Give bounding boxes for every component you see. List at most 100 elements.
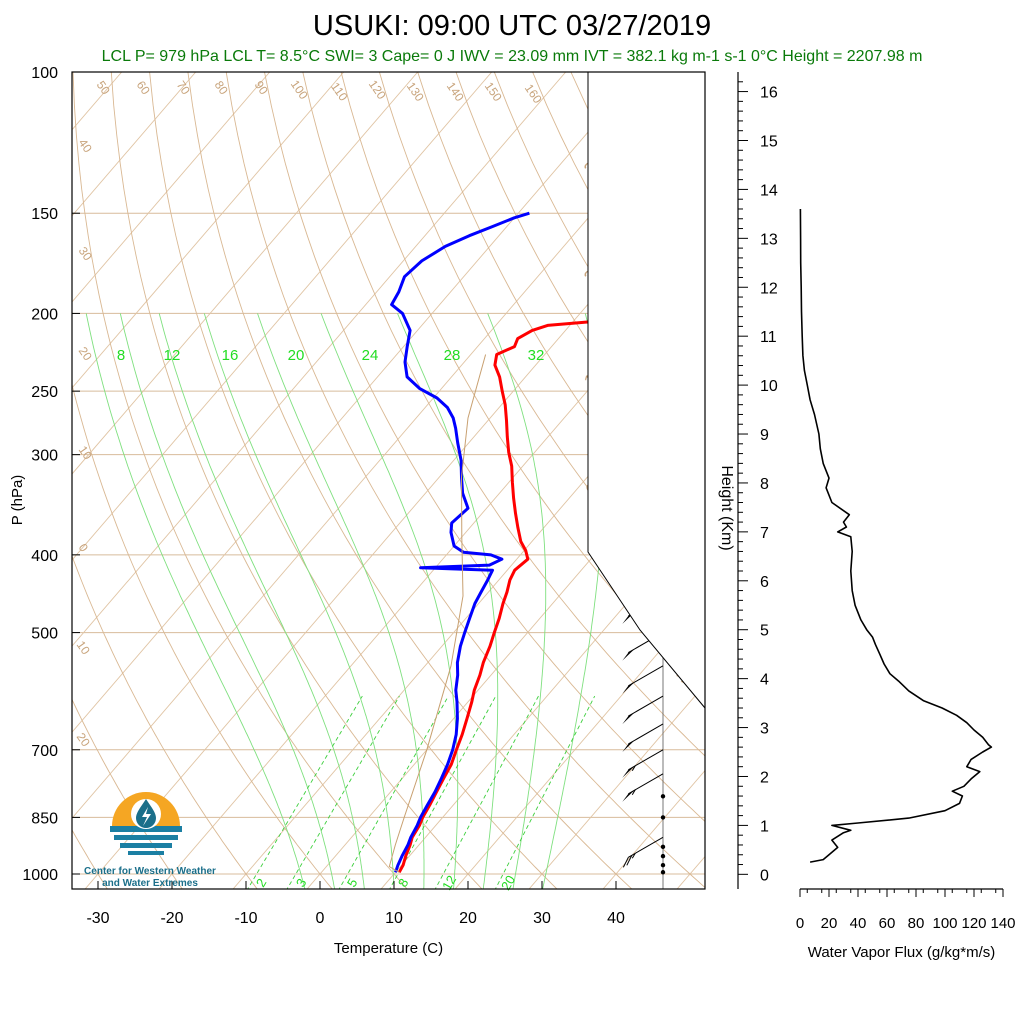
- dry-adiabat-line: [72, 554, 258, 889]
- logo-text-line2: and Water Extremes: [102, 878, 198, 889]
- dry-adiabat-line: [72, 72, 408, 889]
- y-tick-label: 500: [31, 626, 58, 643]
- moist-adiabat-line: [203, 313, 395, 889]
- height-tick-label: 11: [760, 329, 777, 346]
- isotherm-line: [72, 72, 419, 475]
- flux-x-axis-label: Water Vapor Flux (g/kg*m/s): [808, 944, 996, 961]
- dry-adiabat-line: [417, 72, 705, 564]
- flux-x-tick-label: 100: [932, 915, 957, 932]
- logo-text-line1: Center for Western Weather: [84, 866, 216, 877]
- flux-x-tick-label: 40: [850, 915, 867, 932]
- wind-barb: [622, 836, 664, 868]
- x-tick-label: 0: [316, 910, 325, 927]
- x-tick-label: -10: [234, 910, 257, 927]
- y-tick-label: 150: [31, 206, 58, 223]
- flux-x-tick-label: 120: [961, 915, 986, 932]
- isotherm-line: [72, 72, 493, 561]
- dry-adiabat-line: [302, 72, 705, 757]
- height-tick-label: 1: [760, 818, 769, 835]
- isotherm-line: [72, 72, 345, 389]
- height-axis-label: Height (Km): [718, 465, 735, 550]
- isotherm-line: [749, 72, 1024, 891]
- barb-shaft: [628, 836, 664, 858]
- isotherm-label: 100: [288, 77, 311, 102]
- moist-adiabat-line: [85, 313, 306, 889]
- calm-wind-dot: [660, 794, 666, 799]
- height-tick-label: 9: [760, 427, 769, 444]
- dewpoint-line: [390, 211, 530, 873]
- barb-pennant: [622, 740, 635, 752]
- y-tick-label: 200: [31, 306, 58, 323]
- wind-barb: [622, 749, 664, 778]
- moist-adiabat-line: [320, 313, 459, 889]
- dry-adiabat-line: [149, 72, 558, 889]
- isotherm-label: 20: [76, 344, 95, 363]
- barb-half-flag: [631, 789, 636, 796]
- isotherm-label: 120: [366, 77, 389, 102]
- y-tick-label: 700: [31, 743, 58, 760]
- dry-adiabat-line: [72, 698, 183, 889]
- barb-pennant: [622, 612, 635, 624]
- height-tick-label: 10: [760, 378, 778, 395]
- isotherm-line: [72, 72, 197, 217]
- moist-adiabat-label: 32: [528, 347, 545, 364]
- height-tick-label: 7: [760, 525, 769, 542]
- skewt-grid: [72, 72, 1024, 891]
- skewt-axes: -30 -20 -10 0 10 20 30 401001502002503004005007…: [9, 65, 706, 957]
- isotherm-label: 150: [482, 79, 505, 104]
- moist-adiabat-label: 24: [362, 347, 379, 364]
- height-tick-label: 16: [760, 85, 778, 102]
- moist-adiabat-label: 8: [117, 347, 125, 364]
- dry-adiabat-line: [455, 72, 705, 500]
- isotherm-label: 110: [328, 80, 351, 104]
- isotherm-line: [528, 683, 705, 889]
- mixing-ratio-line: [338, 695, 449, 889]
- chart-title: USUKI: 09:00 UTC 03/27/2019: [312, 10, 712, 42]
- dry-adiabat-line: [72, 382, 333, 889]
- isotherm-label: 90: [252, 78, 271, 97]
- y-tick-label: 1000: [22, 867, 58, 884]
- y-tick-label: 250: [31, 384, 58, 401]
- barb-column-boundary: [587, 72, 706, 709]
- barb-half-flag: [631, 853, 636, 859]
- height-tick-label: 12: [760, 280, 778, 297]
- isotherm-line: [72, 72, 567, 647]
- mixing-ratio-line: [247, 695, 363, 889]
- mixing-ratio-label: 3: [293, 876, 310, 890]
- moist-adiabat-line: [257, 313, 425, 889]
- isotherm-label: 10: [76, 443, 95, 462]
- flux-x-tick-label: 0: [796, 915, 804, 932]
- dry-adiabat-line: [378, 72, 705, 628]
- mixing-ratio-line: [494, 695, 596, 889]
- calm-wind-dot: [660, 853, 666, 859]
- barb-pennant: [622, 649, 635, 661]
- moist-adiabat-label: 12: [164, 347, 181, 364]
- moist-adiabat-label: 20: [288, 347, 305, 364]
- dry-adiabat-line: [225, 72, 705, 889]
- x-tick-label: 40: [607, 910, 625, 927]
- x-tick-label: 20: [459, 910, 477, 927]
- height-tick-label: 8: [760, 476, 769, 493]
- skewt-frame: [71, 71, 706, 890]
- y-tick-label: 400: [31, 548, 58, 565]
- flux-x-tick-label: 60: [879, 915, 896, 932]
- height-tick-label: 13: [760, 231, 778, 248]
- chart-subtitle: LCL P= 979 hPa LCL T= 8.5°C SWI= 3 Cape=…: [101, 48, 923, 65]
- y-tick-label: 850: [31, 810, 58, 827]
- barb-half-flag: [631, 765, 636, 772]
- wind-barb: [622, 773, 664, 802]
- moist-adiabat-line: [487, 313, 547, 889]
- calm-wind-dot: [660, 844, 666, 850]
- height-tick-label: 6: [760, 574, 769, 591]
- calm-wind-dot: [660, 815, 666, 820]
- dry-adiabat-line: [264, 72, 705, 823]
- isotherm-label: 20: [74, 730, 93, 749]
- isotherm-label: 140: [444, 79, 467, 104]
- parcel-line: [388, 354, 487, 873]
- moist-adiabat-label: 28: [444, 347, 461, 364]
- dry-adiabat-line: [110, 72, 483, 889]
- mixing-ratio-label: 12: [439, 873, 459, 893]
- barb-pennant: [622, 712, 635, 725]
- x-tick-label: 30: [533, 910, 551, 927]
